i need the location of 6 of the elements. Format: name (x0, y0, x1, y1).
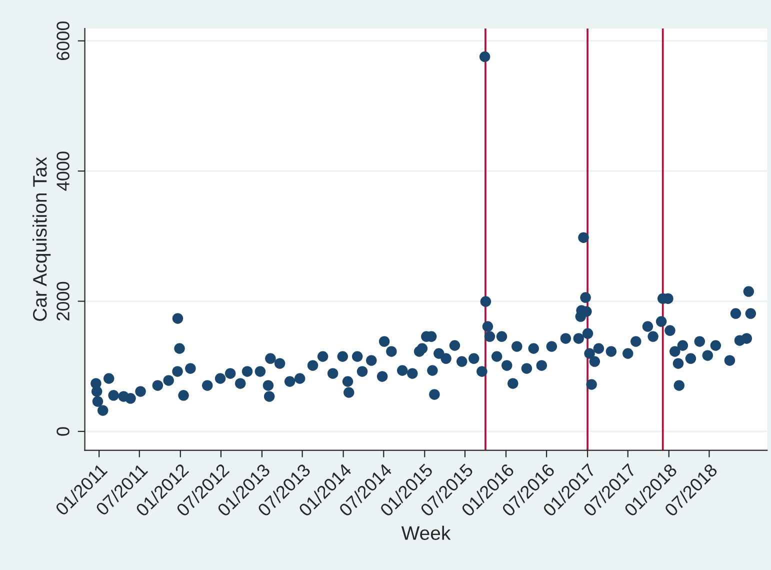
y-axis-title: Car Acquisition Tax (32, 157, 51, 321)
y-tick-label: 2000 (56, 282, 70, 320)
y-tick-label: 0 (56, 427, 70, 436)
x-axis-title: Week (401, 526, 451, 540)
y-tick-label: 4000 (56, 152, 70, 191)
y-tick-label: 6000 (56, 21, 70, 60)
